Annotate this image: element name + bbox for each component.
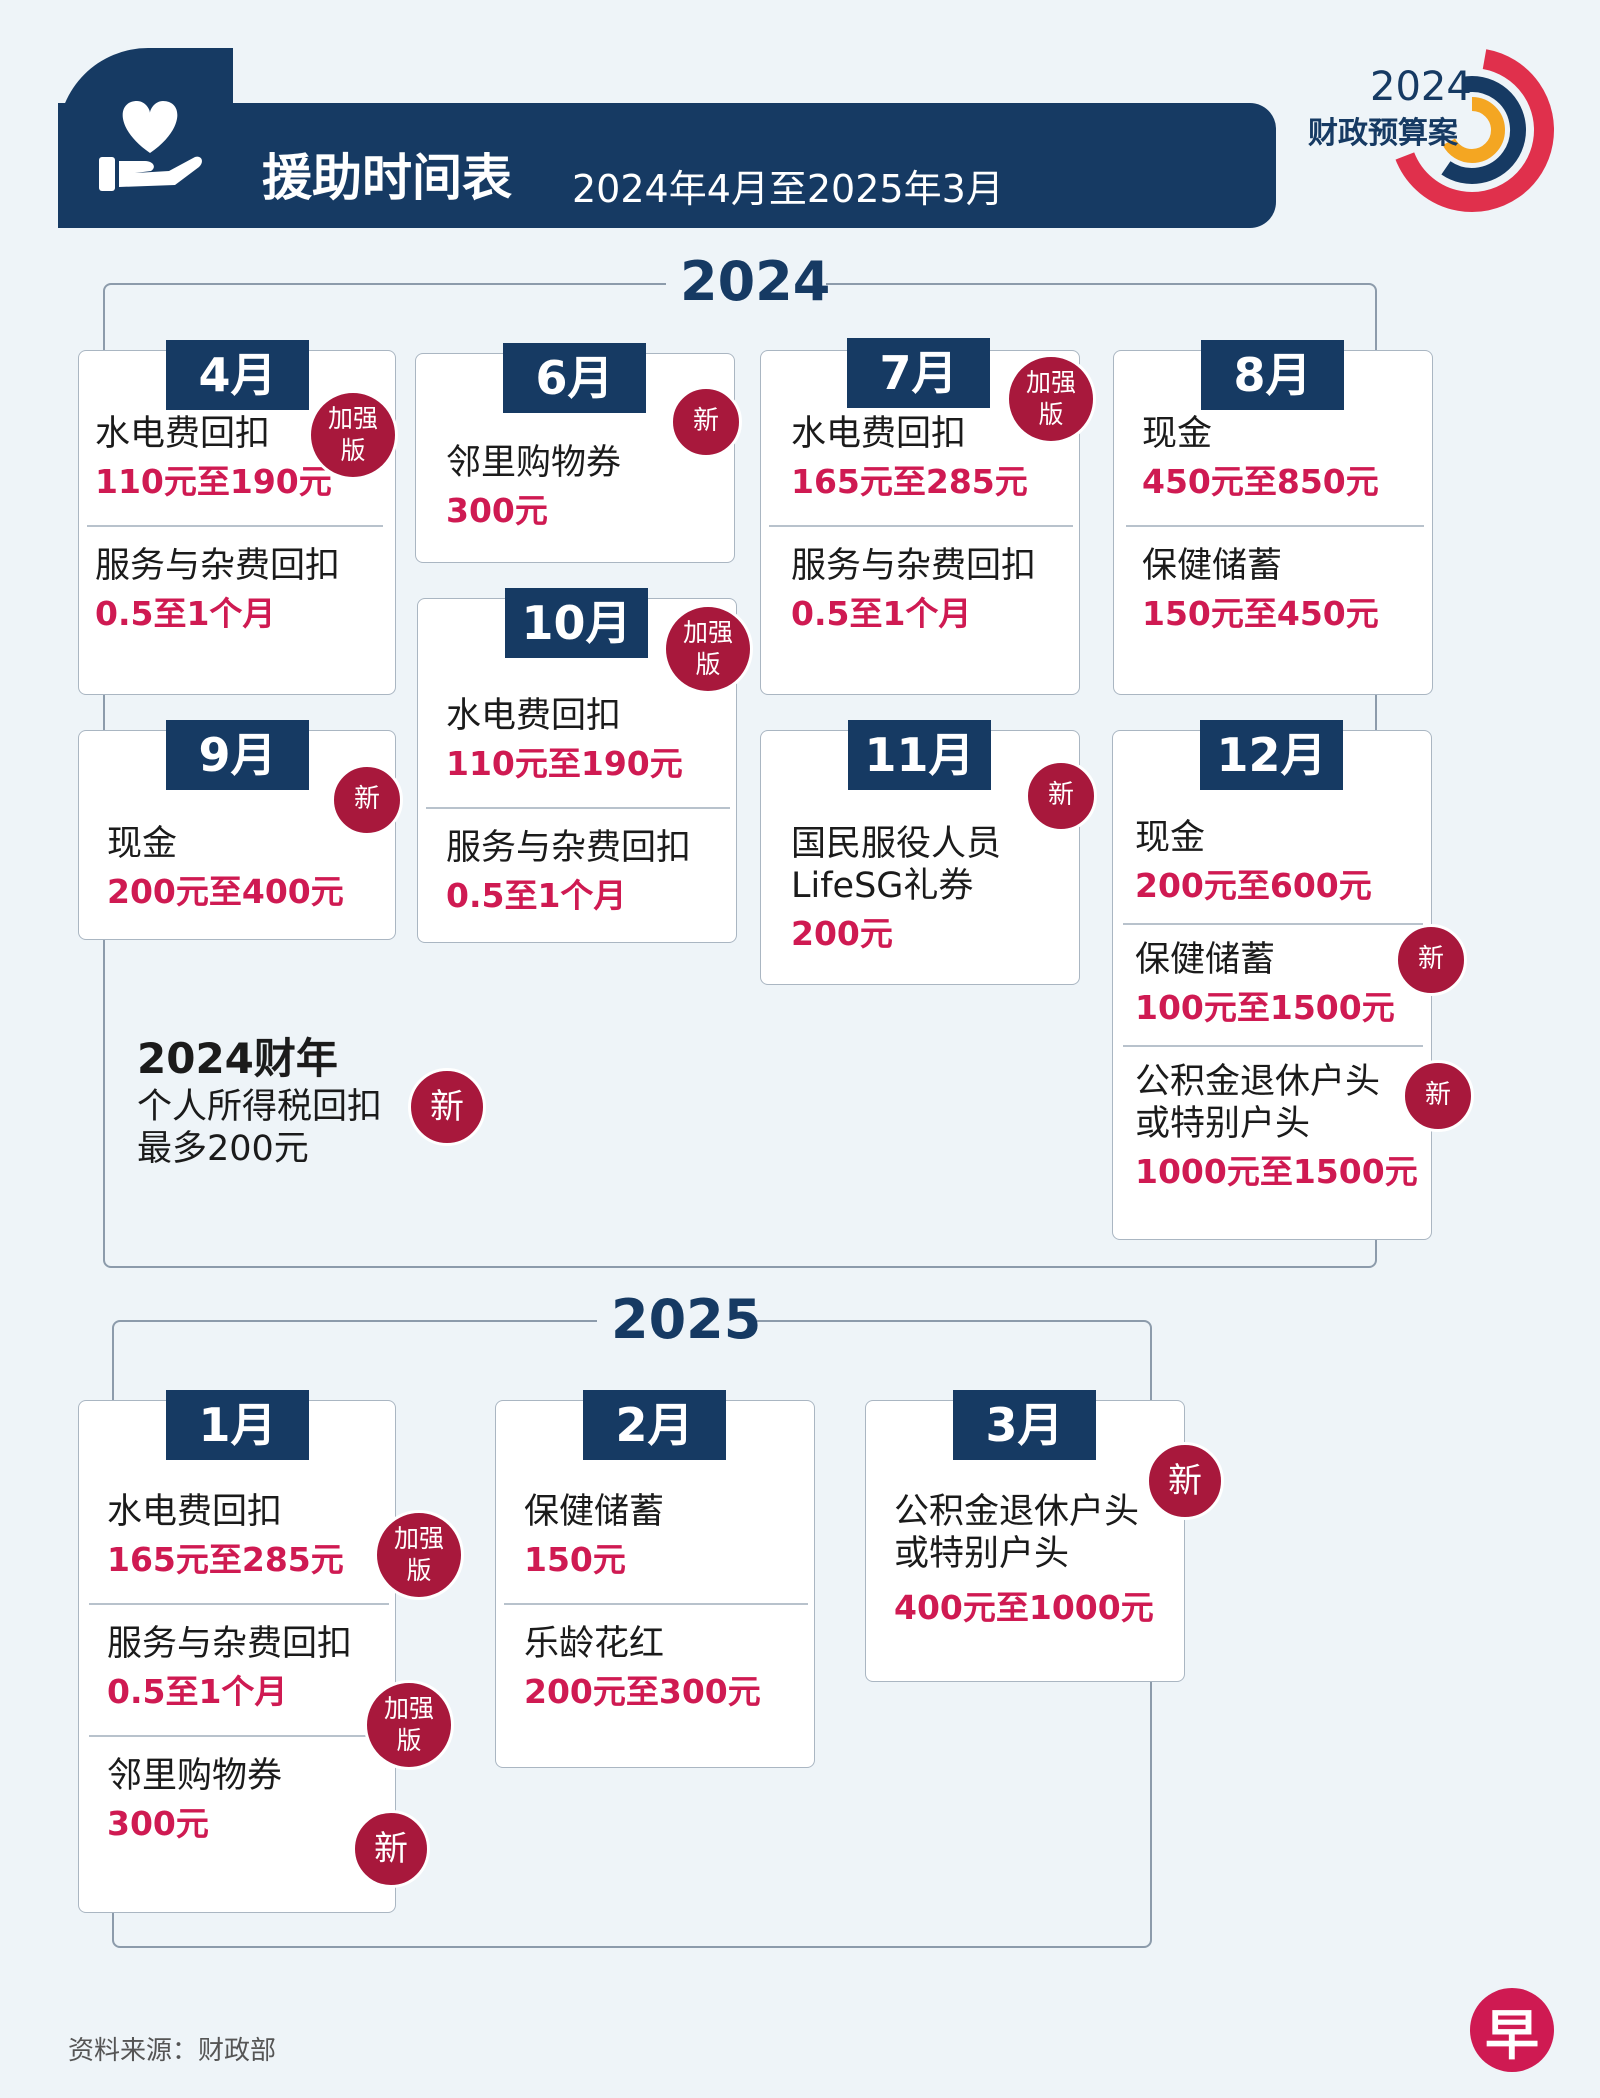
item-value: 200元至600元 [1135,866,1372,905]
item-value: 0.5至1个月 [107,1672,288,1711]
page-subtitle: 2024年4月至2025年3月 [572,167,1004,211]
month-tab-apr: 4月 [166,340,309,410]
enhanced-badge: 加强版 [374,1510,464,1600]
source-note: 资料来源：财政部 [68,2036,277,2066]
card-mar: 公积金退休户头 或特别户头 400元至1000元 [865,1400,1185,1682]
item-label: 保健储蓄 [524,1492,665,1532]
item-label: 水电费回扣 [107,1492,283,1532]
item-value: 150元 [524,1540,626,1579]
item-value: 200元至300元 [524,1672,761,1711]
header-banner [58,103,1276,228]
item-value: 0.5至1个月 [95,594,276,633]
item-value: 0.5至1个月 [791,594,972,633]
item-label: 现金 [1135,818,1206,858]
new-badge: 新 [352,1810,430,1888]
item-label: LifeSG礼券 [791,866,974,906]
heart-hand-icon [99,101,202,191]
month-tab-feb: 2月 [583,1390,726,1460]
item-value: 150元至450元 [1142,594,1379,633]
item-label: 水电费回扣 [95,414,271,454]
month-tab-jun: 6月 [503,343,646,413]
new-badge: 新 [1146,1442,1224,1520]
item-label: 服务与杂费回扣 [791,546,1037,586]
item-label: 公积金退休户头 [1135,1062,1381,1102]
new-badge: 新 [408,1068,486,1146]
month-tab-oct: 10月 [505,588,648,658]
item-value: 0.5至1个月 [446,876,627,915]
year-2024: 2024 [666,250,830,313]
divider [769,525,1073,527]
item-value: 165元至285元 [107,1540,344,1579]
item-label: 现金 [1142,414,1213,454]
enhanced-badge: 加强版 [364,1680,454,1770]
item-label: 服务与杂费回扣 [107,1624,353,1664]
item-value: 200元 [791,914,893,953]
item-value: 200元至400元 [107,872,344,911]
page-title: 援助时间表 [262,149,512,207]
item-label: 国民服役人员 [791,824,1002,864]
item-label: 公积金退休户头 [894,1492,1140,1532]
month-tab-jul: 7月 [847,338,990,408]
tax-rebate-value: 最多200元 [137,1129,309,1169]
month-tab-aug: 8月 [1201,340,1344,410]
item-label: 保健储蓄 [1142,546,1283,586]
card-feb: 保健储蓄 150元 乐龄花红 200元至300元 [495,1400,815,1768]
card-dec: 现金 200元至600元 保健储蓄 100元至1500元 公积金退休户头 或特别… [1112,730,1432,1240]
divider [426,807,730,809]
new-badge: 新 [670,386,742,458]
item-label: 服务与杂费回扣 [95,546,341,586]
item-label: 保健储蓄 [1135,940,1276,980]
divider [504,1603,808,1605]
item-label: 或特别户头 [1135,1104,1311,1144]
item-value: 450元至850元 [1142,462,1379,501]
logo-year: 2024 [1370,64,1472,110]
item-value: 1000元至1500元 [1135,1152,1418,1191]
enhanced-badge: 加强版 [663,604,753,694]
item-label: 或特别户头 [894,1534,1070,1574]
card-aug: 现金 450元至850元 保健储蓄 150元至450元 [1113,350,1433,695]
item-label: 现金 [107,824,178,864]
item-value: 110元至190元 [446,744,683,783]
enhanced-badge: 加强版 [1006,354,1096,444]
month-tab-nov: 11月 [848,720,991,790]
item-label: 水电费回扣 [446,696,622,736]
item-value: 110元至190元 [95,462,332,501]
item-label: 服务与杂费回扣 [446,828,692,868]
divider [1123,923,1423,925]
new-badge: 新 [1402,1060,1474,1132]
tax-rebate-label: 个人所得税回扣 [137,1087,383,1127]
divider [89,1735,389,1737]
month-tab-mar: 3月 [953,1390,1096,1460]
item-label: 邻里购物券 [107,1756,283,1796]
item-label: 邻里购物券 [446,443,622,483]
tax-rebate-note: 2024财年 个人所得税回扣 最多200元 [137,1025,382,1170]
tax-rebate-title: 2024财年 [137,1034,338,1083]
divider [87,525,383,527]
item-value: 300元 [446,491,548,530]
divider [89,1603,389,1605]
item-value: 400元至1000元 [894,1588,1154,1627]
new-badge: 新 [1025,760,1097,832]
item-value: 100元至1500元 [1135,988,1395,1027]
item-label: 水电费回扣 [791,414,967,454]
card-jan: 水电费回扣 165元至285元 服务与杂费回扣 0.5至1个月 邻里购物券 30… [78,1400,396,1913]
new-badge: 新 [331,764,403,836]
item-value: 165元至285元 [791,462,1028,501]
logo-text: 财政预算案 [1308,116,1458,151]
budget-logo [1390,47,1554,212]
brand-logo: 早 [1470,1988,1554,2072]
divider [1123,1045,1423,1047]
item-value: 300元 [107,1804,209,1843]
new-badge: 新 [1395,924,1467,996]
month-tab-sep: 9月 [166,720,309,790]
month-tab-dec: 12月 [1200,720,1343,790]
enhanced-badge: 加强版 [308,390,398,480]
year-2025: 2025 [597,1288,761,1351]
divider [1126,525,1424,527]
item-label: 乐龄花红 [524,1624,665,1664]
month-tab-jan: 1月 [166,1390,309,1460]
